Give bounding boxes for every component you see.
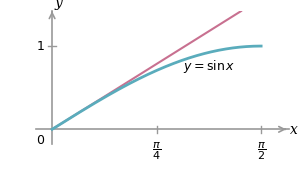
Text: y: y bbox=[55, 0, 63, 10]
Text: 1: 1 bbox=[36, 40, 44, 53]
Text: $y = \sin x$: $y = \sin x$ bbox=[182, 58, 235, 75]
Text: $\dfrac{\pi}{2}$: $\dfrac{\pi}{2}$ bbox=[256, 140, 266, 162]
Text: x: x bbox=[290, 123, 298, 137]
Text: 0: 0 bbox=[36, 134, 44, 147]
Text: $\dfrac{\pi}{4}$: $\dfrac{\pi}{4}$ bbox=[152, 140, 161, 162]
